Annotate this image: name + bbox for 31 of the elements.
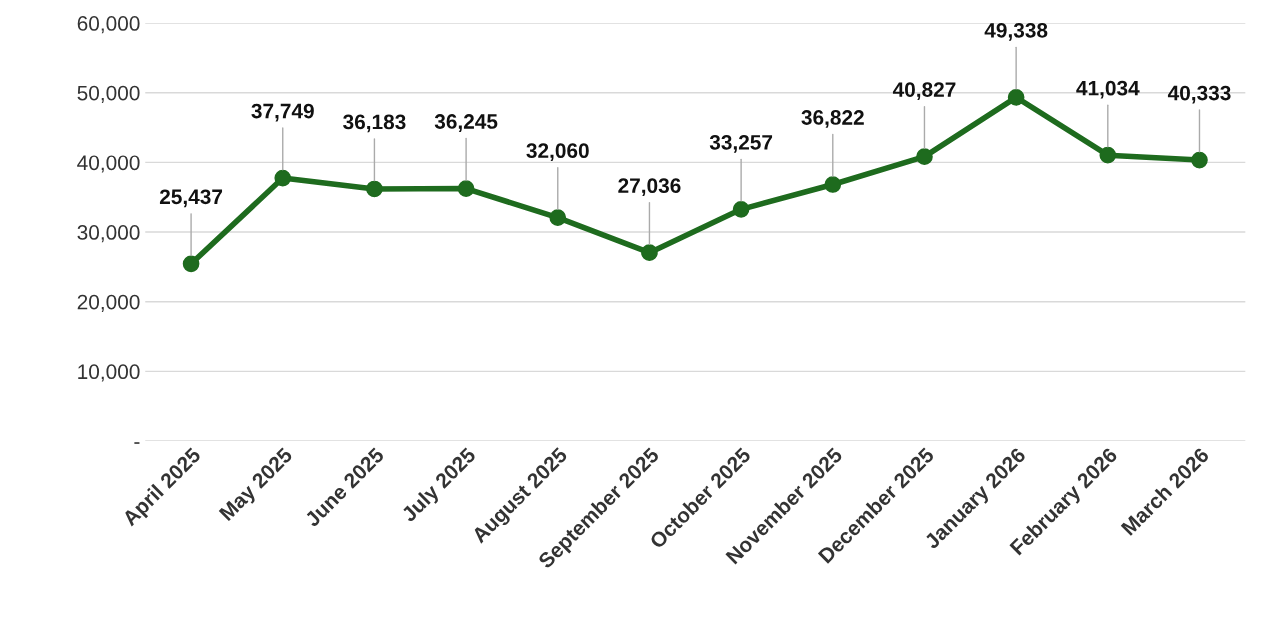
point [549, 209, 567, 227]
y-tick-label: - [134, 442, 140, 444]
data-label: 33,257 [709, 134, 773, 153]
point [366, 180, 383, 198]
data-label: 36,822 [801, 110, 864, 128]
y-tick-label: 60,000 [77, 16, 140, 34]
point [274, 169, 292, 187]
point [916, 148, 933, 165]
data-label: 40,333 [1167, 85, 1231, 104]
data-label: 25,437 [159, 189, 223, 208]
y-tick-label: 50,000 [77, 85, 140, 103]
y-tick-label: 20,000 [77, 294, 140, 312]
data-label: 36,245 [434, 114, 498, 132]
data-label: 27,036 [618, 178, 681, 197]
data-label: 32,060 [526, 143, 589, 162]
y-tick-label: 40,000 [77, 155, 140, 173]
data-label: 40,827 [892, 82, 956, 100]
point [457, 180, 475, 197]
point [1099, 146, 1117, 164]
point [1007, 89, 1025, 106]
point [182, 255, 200, 273]
data-label: 41,034 [1076, 80, 1140, 99]
y-tick-label: 30,000 [77, 225, 140, 243]
point [1191, 151, 1208, 169]
data-label: 36,183 [343, 114, 406, 133]
data-label: 37,749 [251, 103, 314, 122]
point [641, 244, 658, 262]
point [732, 201, 750, 218]
data-label: 49,338 [984, 22, 1048, 41]
point [824, 176, 842, 193]
y-tick-label: 10,000 [78, 364, 140, 382]
